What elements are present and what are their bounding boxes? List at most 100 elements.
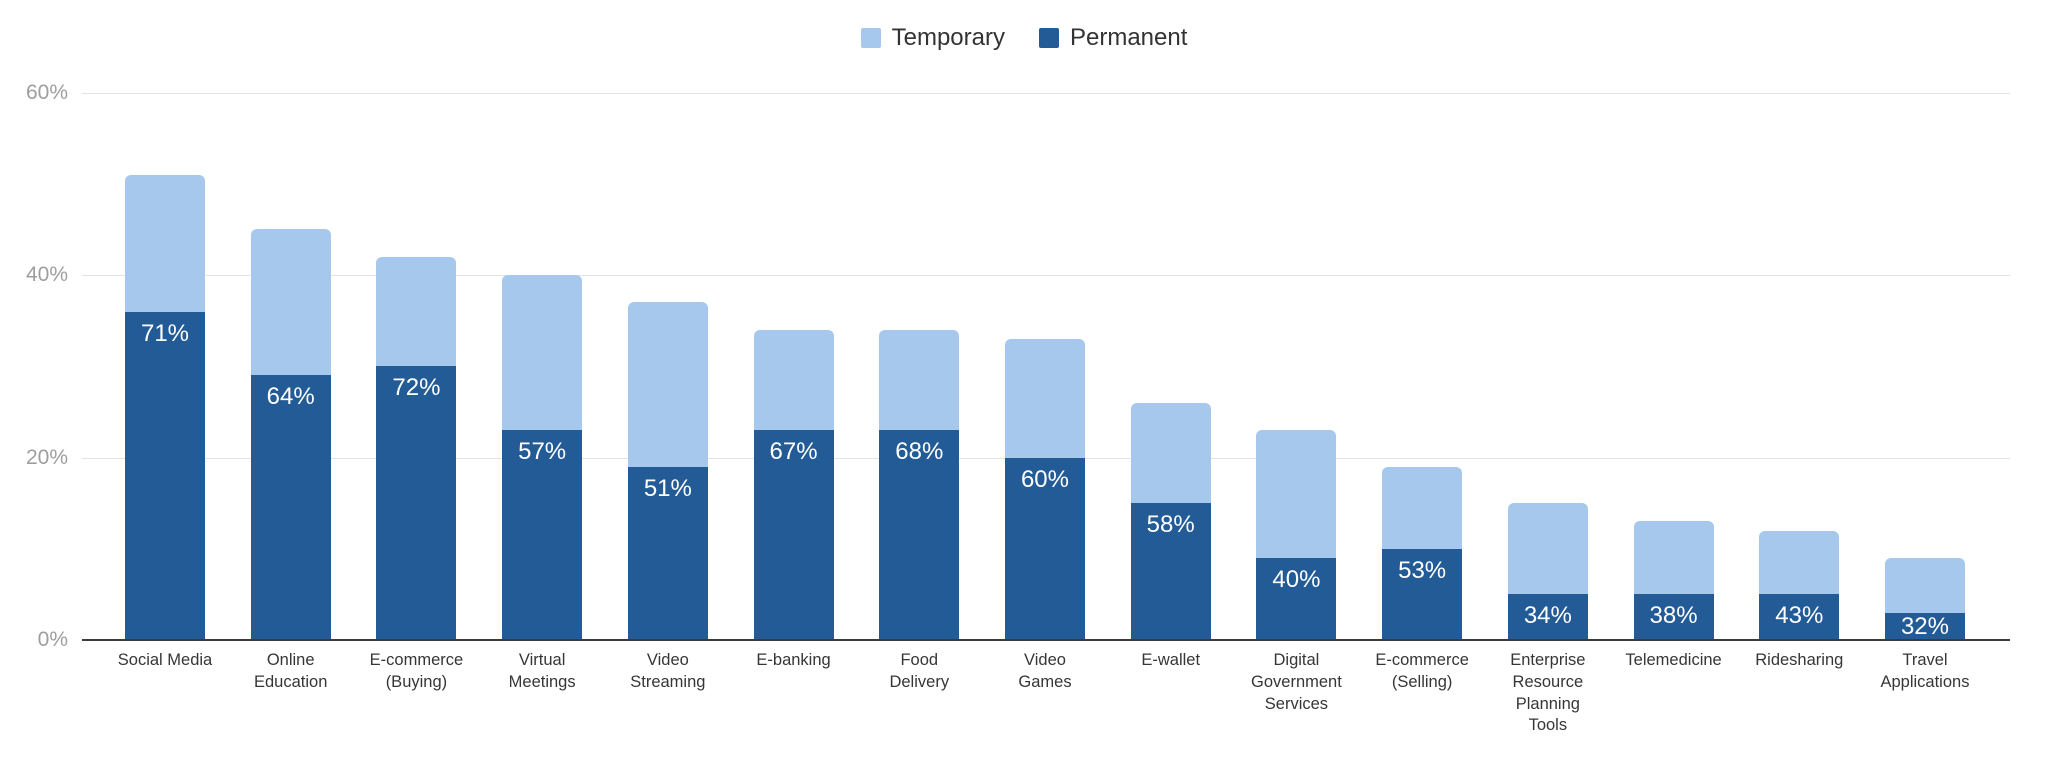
y-tick-60: 60% (25, 80, 68, 104)
x-axis-label-line: Education (254, 672, 328, 691)
x-axis-label-food-delivery: Food Delivery (849, 650, 989, 694)
bar-social-media: 71% (125, 174, 205, 640)
bar-virtual-meetings-permanent-segment[interactable]: 57% (502, 430, 583, 640)
bar-video-streaming-value-label: 51% (643, 474, 692, 502)
x-axis-label-video-streaming: Video Streaming (598, 650, 738, 694)
x-axis-label-line: Video (646, 651, 689, 669)
x-axis-label-line: (Buying) (385, 672, 448, 691)
x-axis-label-line: Video (1024, 651, 1066, 669)
bar-e-commerce-buying-value-label: 72% (392, 374, 441, 402)
x-axis-label-line: Online (266, 651, 315, 669)
x-axis-label-line: E-commerce (1375, 651, 1469, 669)
x-axis-label-e-commerce-selling: E-commerce (Selling) (1352, 650, 1492, 694)
bar-e-wallet-permanent-segment[interactable]: 58% (1130, 503, 1211, 640)
bar-video-games-temporary-segment[interactable] (1004, 338, 1085, 458)
bar-online-education-permanent-segment[interactable]: 64% (250, 375, 331, 640)
x-axis-label-line: Tools (1528, 716, 1568, 735)
x-axis-label-social-media: Social Media (95, 650, 235, 672)
x-axis-label-e-wallet: E-wallet (1101, 650, 1241, 672)
x-axis-label-line: Applications (1880, 672, 1970, 691)
x-axis-label-line: Social Media (117, 651, 213, 669)
bar-ridesharing-permanent-segment[interactable]: 43% (1759, 594, 1840, 640)
bar-enterprise-resource-planning-tools-permanent-segment[interactable]: 34% (1507, 594, 1588, 640)
bar-digital-government-services-temporary-segment[interactable] (1256, 430, 1337, 558)
bar-food-delivery-temporary-segment[interactable] (879, 329, 960, 431)
bar-online-education-value-label: 64% (266, 383, 315, 411)
x-axis-label-virtual-meetings: Virtual Meetings (472, 650, 612, 694)
bar-e-commerce-buying-permanent-segment[interactable]: 72% (376, 366, 457, 640)
y-tick-0: 0% (37, 628, 68, 651)
x-axis-label-line: Delivery (889, 672, 950, 691)
x-axis-label-line: Resource (1512, 672, 1584, 691)
bar-social-media-permanent-segment[interactable]: 71% (125, 311, 205, 640)
bar-e-commerce-buying: 72% (376, 256, 457, 640)
x-axis-label-e-commerce-buying: E-commerce (Buying) (346, 650, 486, 694)
x-axis-label-line: Streaming (630, 672, 706, 691)
x-axis-line (82, 639, 2010, 641)
bar-e-banking: 67% (753, 329, 834, 640)
x-axis-label-line: Services (1264, 694, 1329, 713)
bar-online-education: 64% (250, 229, 331, 640)
bar-enterprise-resource-planning-tools: 34% (1507, 503, 1588, 640)
x-axis-label-digital-government-services: Digital Government Services (1226, 650, 1366, 715)
x-axis-label-line: Games (1018, 672, 1072, 691)
gridline-40 (82, 275, 2010, 276)
bar-video-games-permanent-segment[interactable]: 60% (1004, 457, 1085, 640)
x-axis-label-line: Planning (1515, 694, 1580, 713)
bar-digital-government-services-value-label: 40% (1272, 565, 1321, 593)
x-axis-label-line: Virtual (518, 651, 566, 669)
bar-video-streaming-temporary-segment[interactable] (627, 302, 708, 467)
bar-virtual-meetings-temporary-segment[interactable] (502, 275, 583, 431)
bar-telemedicine-temporary-segment[interactable] (1633, 521, 1714, 595)
y-tick-20: 20% (25, 445, 68, 469)
x-axis-label-line: Telemedicine (1625, 651, 1722, 669)
temporary-swatch-icon (860, 28, 881, 48)
bar-telemedicine: 38% (1633, 521, 1714, 640)
x-axis-label-telemedicine: Telemedicine (1604, 650, 1744, 672)
bar-travel-applications: 32% (1884, 557, 1965, 640)
bar-e-wallet-temporary-segment[interactable] (1130, 402, 1211, 504)
bar-e-commerce-selling: 53% (1382, 466, 1463, 640)
bar-virtual-meetings: 57% (502, 275, 583, 640)
legend-label-temporary: Temporary (891, 24, 1005, 51)
bar-ridesharing: 43% (1759, 530, 1840, 640)
bar-e-wallet: 58% (1130, 402, 1211, 640)
bar-e-commerce-buying-temporary-segment[interactable] (376, 256, 457, 367)
bar-enterprise-resource-planning-tools-value-label: 34% (1523, 602, 1572, 630)
x-axis-label-line: Government (1251, 672, 1342, 691)
bar-travel-applications-temporary-segment[interactable] (1884, 557, 1965, 613)
bar-video-streaming-permanent-segment[interactable]: 51% (627, 466, 708, 640)
bar-social-media-temporary-segment[interactable] (125, 174, 205, 312)
x-axis-label-line: Food (900, 651, 939, 669)
x-axis-label-e-banking: E-banking (724, 650, 864, 672)
x-axis-label-online-education: Online Education (221, 650, 361, 694)
bar-telemedicine-permanent-segment[interactable]: 38% (1633, 594, 1714, 640)
x-axis-label-line: E-wallet (1141, 651, 1201, 669)
bar-food-delivery-permanent-segment[interactable]: 68% (879, 430, 960, 640)
bar-travel-applications-value-label: 32% (1900, 612, 1949, 640)
bar-digital-government-services-permanent-segment[interactable]: 40% (1256, 557, 1337, 640)
bar-food-delivery-value-label: 68% (895, 438, 944, 466)
bar-social-media-value-label: 71% (140, 319, 190, 347)
x-axis-label-line: (Selling) (1391, 672, 1453, 691)
legend-item-temporary[interactable]: Temporary (860, 24, 1005, 52)
bar-e-banking-temporary-segment[interactable] (753, 329, 834, 431)
bar-enterprise-resource-planning-tools-temporary-segment[interactable] (1507, 503, 1588, 595)
legend-item-permanent[interactable]: Permanent (1038, 24, 1187, 52)
x-axis-label-ridesharing: Ridesharing (1729, 650, 1869, 672)
bar-e-commerce-selling-temporary-segment[interactable] (1382, 466, 1463, 549)
bar-e-banking-permanent-segment[interactable]: 67% (753, 430, 834, 640)
bar-e-commerce-selling-value-label: 53% (1398, 556, 1447, 584)
y-tick-40: 40% (25, 263, 68, 286)
bar-e-commerce-selling-permanent-segment[interactable]: 53% (1382, 548, 1463, 640)
bar-video-streaming: 51% (627, 302, 708, 640)
x-axis-label-line: E-banking (756, 651, 831, 669)
x-axis-label-video-games: Video Games (975, 650, 1115, 694)
bar-video-games: 60% (1004, 338, 1085, 640)
x-axis-label-line: Travel (1902, 651, 1948, 669)
bar-ridesharing-temporary-segment[interactable] (1759, 530, 1840, 595)
bar-online-education-temporary-segment[interactable] (250, 229, 331, 376)
bar-travel-applications-permanent-segment[interactable]: 32% (1884, 612, 1965, 640)
bar-e-wallet-value-label: 58% (1146, 511, 1195, 539)
